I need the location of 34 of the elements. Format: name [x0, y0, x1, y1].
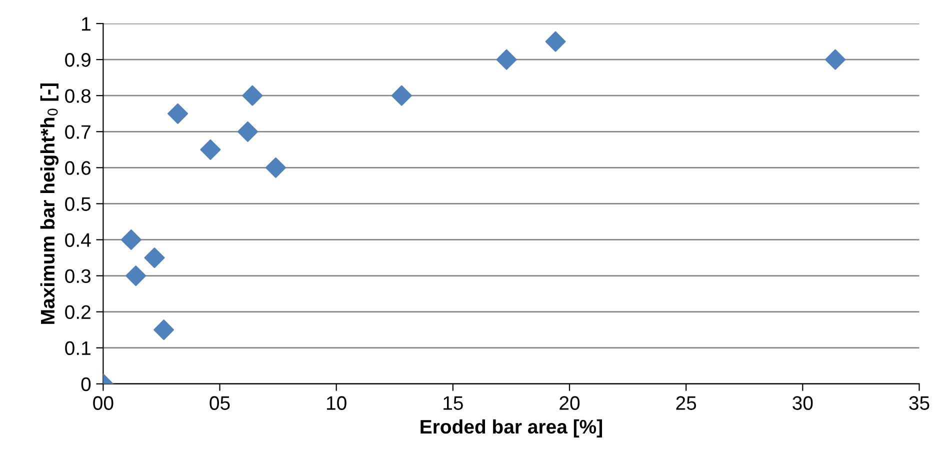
y-tick-label: 0.5	[65, 197, 91, 211]
x-tick-label: 00	[93, 396, 114, 410]
y-tick-label: 0	[81, 377, 91, 392]
x-tick-label: 10	[327, 396, 346, 410]
x-tick-label: 35	[909, 396, 930, 410]
y-tick-label: 0.4	[65, 233, 91, 247]
point	[126, 266, 146, 286]
y-tick-label: 0.8	[65, 89, 91, 103]
x-tick-label: 05	[210, 396, 230, 410]
point	[168, 103, 188, 124]
point	[265, 157, 286, 178]
y-tick-label: 0.7	[65, 125, 90, 139]
y-axis-title: Maximum bar height*h$_{0}$ [-]	[40, 84, 59, 324]
y-tick-label: 0.9	[65, 53, 90, 67]
point	[391, 85, 412, 106]
x-tick-label: 15	[444, 396, 463, 410]
point	[237, 121, 258, 142]
x-tick-label: 20	[560, 396, 580, 410]
x-axis-title: Eroded bar area [%]	[420, 419, 602, 438]
y-tick-label: 0.1	[65, 341, 90, 356]
point	[144, 247, 165, 268]
point	[496, 49, 517, 70]
y-tick-label: 0.6	[65, 161, 91, 175]
point	[242, 85, 263, 106]
y-tick-label: 1	[82, 17, 90, 31]
x-tick-label: 30	[792, 396, 813, 410]
y-tick-label: 0.3	[65, 269, 91, 284]
y-tick-label: 0.2	[65, 305, 90, 320]
point	[545, 31, 566, 52]
point	[154, 320, 174, 340]
point	[825, 49, 846, 70]
point	[200, 139, 221, 160]
point	[120, 229, 142, 250]
x-tick-label: 25	[676, 396, 696, 410]
